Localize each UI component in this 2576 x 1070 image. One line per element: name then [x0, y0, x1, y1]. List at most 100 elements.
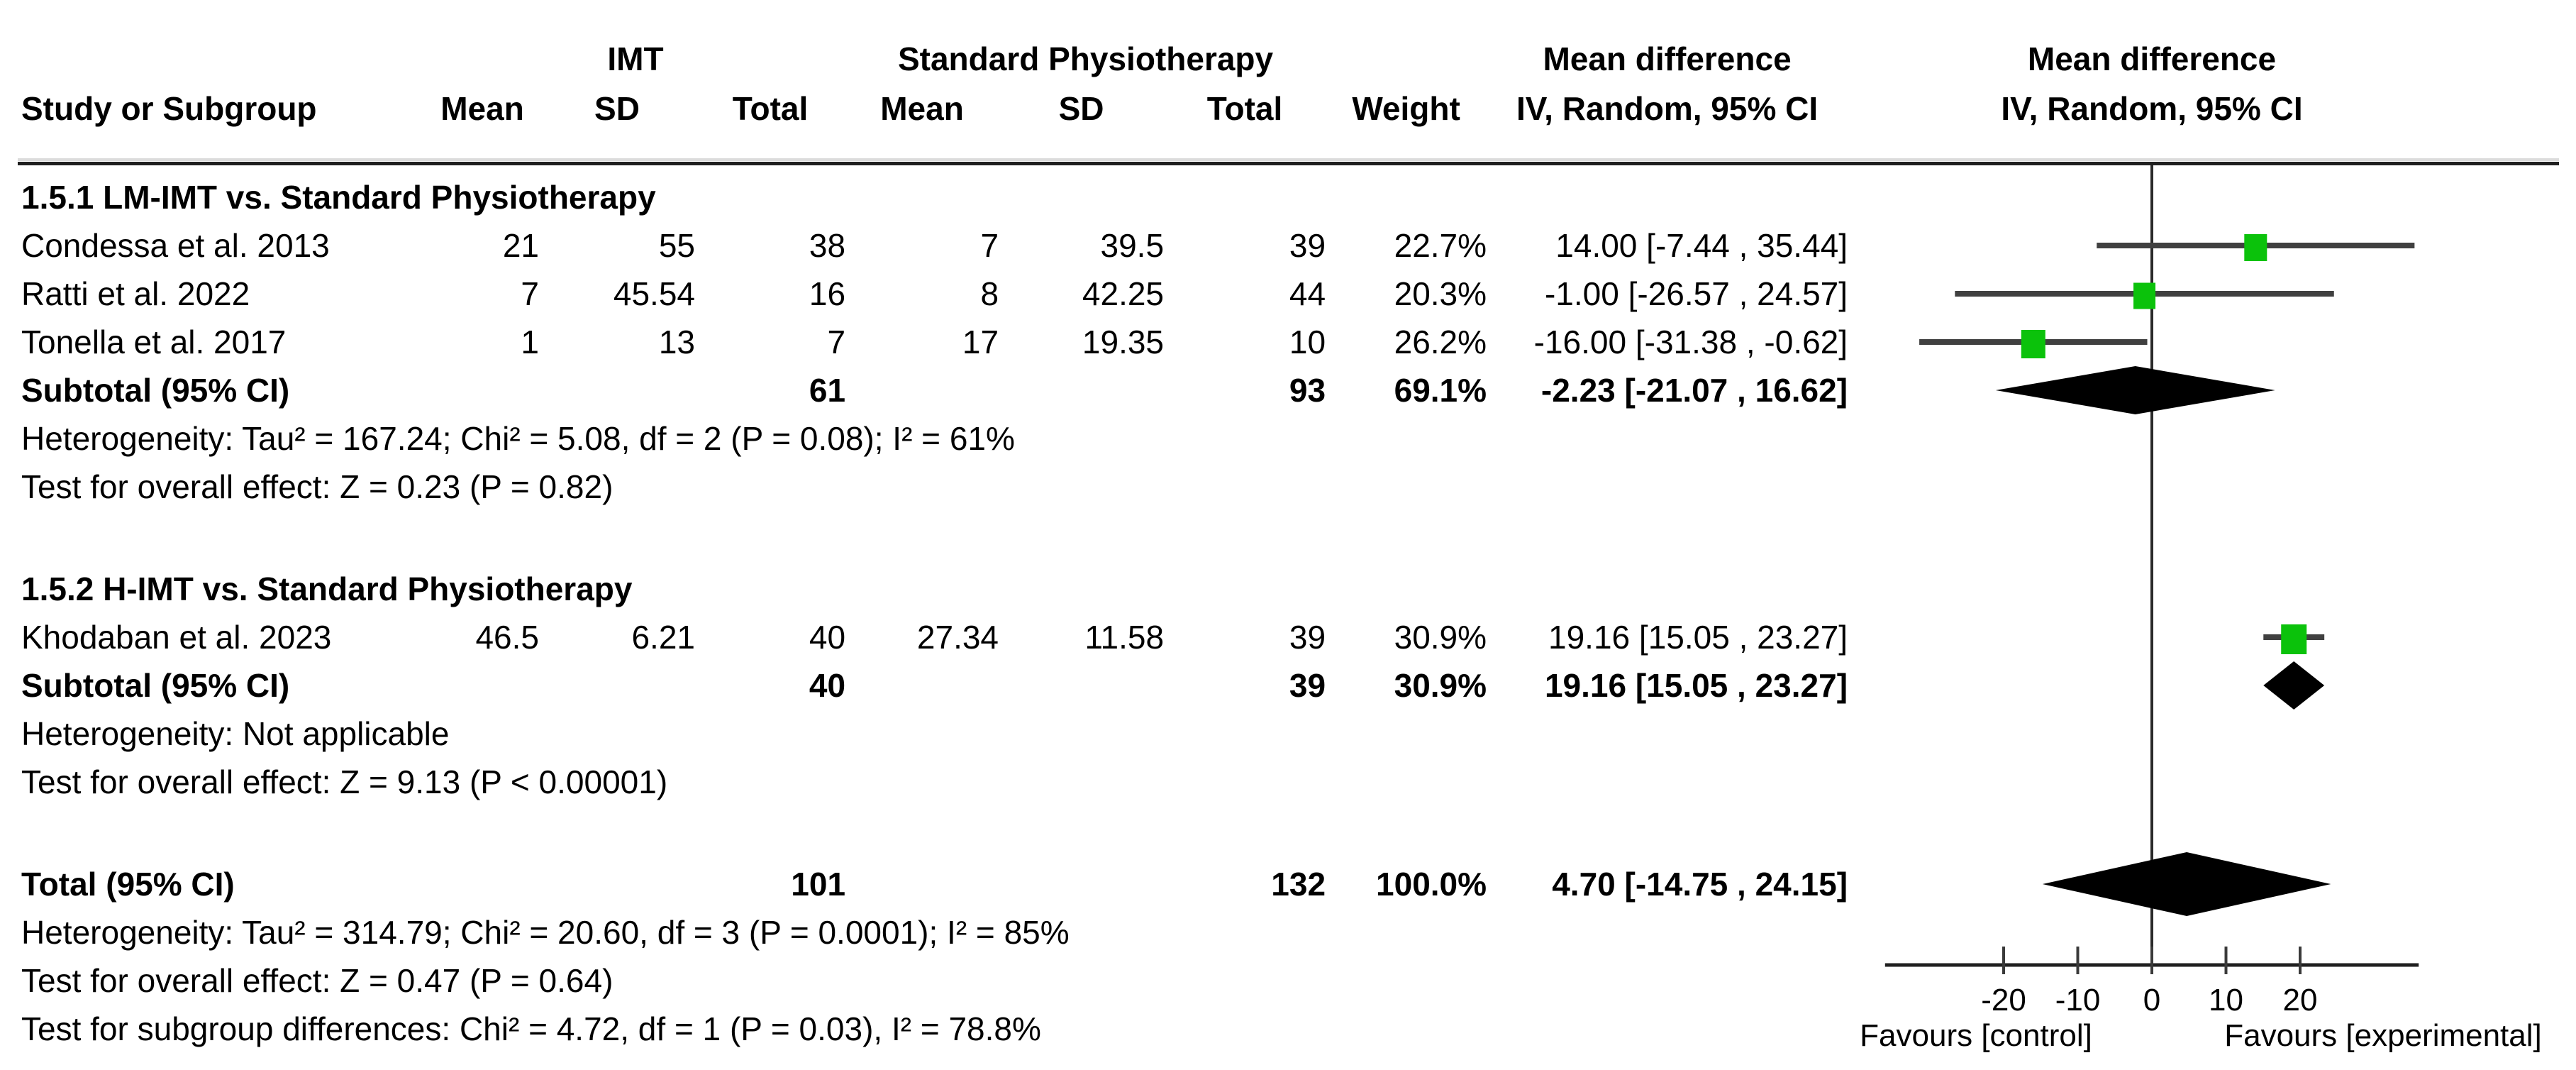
note-text: Heterogeneity: Not applicable — [21, 715, 450, 752]
weight-cell: 20.3% — [1394, 275, 1487, 312]
weight-cell: 30.9% — [1394, 619, 1487, 656]
spacer-row — [21, 511, 1848, 565]
empty-cell — [1326, 34, 1487, 84]
mean1-cell: 21 — [502, 227, 539, 264]
ci-text-cell: -1.00 [-26.57 , 24.57] — [1544, 275, 1848, 312]
mean2-cell — [845, 366, 999, 414]
study-row: Tonella et al. 2017 1 13 7 17 19.35 10 26.2% -16… — [21, 318, 1848, 366]
ci-text-cell: 14.00 [-7.44 , 35.44] — [1555, 227, 1848, 264]
subtotal-row: Subtotal (95% CI) 40 39 30.9% 19.16 [15.05 ,… — [21, 661, 1848, 710]
row-label-cell: Ratti et al. 2022 — [21, 275, 250, 312]
total2-header: Total — [1206, 90, 1283, 127]
empty-cell — [21, 806, 1848, 860]
sd1-cell — [539, 661, 695, 710]
favours-left-label: Favours [control] — [1860, 1018, 2092, 1053]
note-text: Heterogeneity: Tau² = 314.79; Chi² = 20.… — [21, 914, 1070, 951]
heterogeneity-note: Heterogeneity: Tau² = 167.24; Chi² = 5.0… — [21, 414, 1848, 463]
total1-header: Total — [732, 90, 809, 127]
overall-effect-note: Test for overall effect: Z = 9.13 (P < 0… — [21, 758, 1848, 806]
md-column-header: Mean difference — [1543, 40, 1792, 77]
mean2-cell — [845, 860, 999, 908]
total1-cell: 7 — [827, 324, 846, 360]
sd2-cell: 19.35 — [1082, 324, 1165, 360]
group-header-row: IMT Standard Physiotherapy Mean differen… — [21, 34, 1848, 84]
empty-cell — [21, 34, 426, 84]
ci-text-cell: -2.23 [-21.07 , 16.62] — [1540, 372, 1848, 409]
subgroup-title-row: 1.5.1 LM-IMT vs. Standard Physiotherapy — [21, 173, 1848, 221]
sd1-cell: 45.54 — [613, 275, 695, 312]
table-body: 1.5.1 LM-IMT vs. Standard Physiotherapy C… — [21, 173, 1848, 1053]
subgroup-title: 1.5.1 LM-IMT vs. Standard Physiotherapy — [21, 179, 656, 216]
total-diamond — [2042, 852, 2331, 916]
mean2-cell: 27.34 — [916, 619, 999, 656]
study-row: Condessa et al. 2013 21 55 38 7 39.5 39 22.7% 14… — [21, 221, 1848, 270]
sd1-header: SD — [594, 90, 640, 127]
sd2-cell: 39.5 — [1100, 227, 1165, 264]
total1-cell: 101 — [791, 866, 846, 903]
ci-text-cell: -16.00 [-31.38 , -0.62] — [1533, 324, 1848, 360]
note-text: Heterogeneity: Tau² = 167.24; Chi² = 5.0… — [21, 420, 1015, 457]
heterogeneity-note: Heterogeneity: Tau² = 314.79; Chi² = 20.… — [21, 908, 1848, 956]
row-label-cell: Total (95% CI) — [21, 866, 235, 903]
weight-cell: 100.0% — [1376, 866, 1487, 903]
weight-cell: 69.1% — [1394, 372, 1487, 409]
overall-effect-note: Test for overall effect: Z = 0.23 (P = 0… — [21, 463, 1848, 511]
note-text: Test for subgroup differences: Chi² = 4.… — [21, 1010, 1041, 1047]
row-label-cell: Tonella et al. 2017 — [21, 324, 287, 360]
forest-table: IMT Standard Physiotherapy Mean differen… — [21, 34, 1848, 1053]
total1-cell: 16 — [809, 275, 846, 312]
empty-cell — [21, 511, 1848, 565]
plot-header-method: IV, Random, 95% CI — [2001, 90, 2303, 127]
tick-label: 20 — [2283, 983, 2318, 1017]
favours-right-label: Favours [experimental] — [2224, 1018, 2542, 1053]
total2-cell: 93 — [1289, 372, 1326, 409]
tick-label: -20 — [1981, 983, 2026, 1017]
spacer-row — [21, 806, 1848, 860]
mean1-cell — [426, 366, 539, 414]
total2-cell: 132 — [1271, 866, 1326, 903]
sd1-cell — [539, 366, 695, 414]
row-label-cell: Subtotal (95% CI) — [21, 372, 290, 409]
total1-cell: 40 — [809, 667, 846, 704]
total1-cell: 40 — [809, 619, 846, 656]
tick-label: -10 — [2055, 983, 2101, 1017]
effect-square — [2133, 282, 2156, 309]
mean1-cell: 46.5 — [475, 619, 539, 656]
heterogeneity-note: Heterogeneity: Not applicable — [21, 710, 1848, 758]
subgroup-title-row: 1.5.2 H-IMT vs. Standard Physiotherapy — [21, 565, 1848, 613]
note-text: Test for overall effect: Z = 9.13 (P < 0… — [21, 763, 668, 800]
row-label-cell: Condessa et al. 2013 — [21, 227, 330, 264]
total1-cell: 38 — [809, 227, 846, 264]
empty-cell — [21, 133, 1848, 173]
total2-cell: 10 — [1289, 324, 1326, 360]
study-row: Khodaban et al. 2023 46.5 6.21 40 27.34 11.58… — [21, 613, 1848, 661]
mean1-cell: 7 — [521, 275, 539, 312]
weight-cell: 26.2% — [1394, 324, 1487, 360]
subgroup-title: 1.5.2 H-IMT vs. Standard Physiotherapy — [21, 570, 633, 607]
mean1-header: Mean — [440, 90, 524, 127]
note-text: Test for overall effect: Z = 0.47 (P = 0… — [21, 962, 614, 999]
mean2-header: Mean — [880, 90, 964, 127]
total-row: Total (95% CI) 101 132 100.0% 4.70 [-14.75 ,… — [21, 860, 1848, 908]
group2-header: Standard Physiotherapy — [897, 40, 1274, 77]
row-label-cell: Subtotal (95% CI) — [21, 667, 290, 704]
sd1-cell: 13 — [658, 324, 695, 360]
mean2-cell: 7 — [980, 227, 999, 264]
ci-text-cell: 19.16 [15.05 , 23.27] — [1548, 619, 1848, 656]
sd2-header: SD — [1058, 90, 1104, 127]
weight-cell: 30.9% — [1394, 667, 1487, 704]
ci-text-cell: 4.70 [-14.75 , 24.15] — [1552, 866, 1848, 903]
total2-cell: 39 — [1289, 619, 1326, 656]
total1-cell: 61 — [809, 372, 846, 409]
subgroup-differences-note: Test for subgroup differences: Chi² = 4.… — [21, 1005, 1848, 1053]
total2-cell: 44 — [1289, 275, 1326, 312]
column-header-row: Study or Subgroup Mean SD Total Mean SD … — [21, 84, 1848, 133]
subtotal-diamond — [2263, 661, 2325, 710]
tick-label: 0 — [2143, 983, 2160, 1017]
method-column-header: IV, Random, 95% CI — [1516, 90, 1819, 127]
total2-cell: 39 — [1289, 227, 1326, 264]
mean2-cell: 8 — [980, 275, 999, 312]
total2-cell: 39 — [1289, 667, 1326, 704]
effect-square — [2021, 330, 2045, 358]
